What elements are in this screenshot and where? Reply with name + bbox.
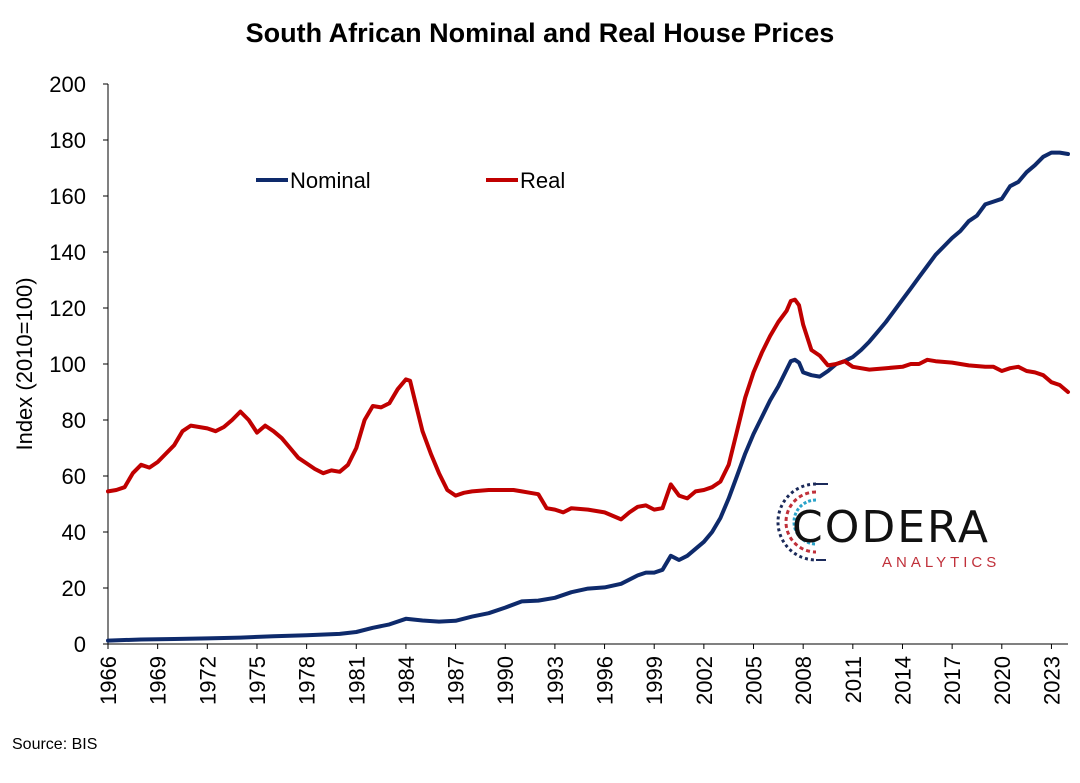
x-tick-label: 1972 xyxy=(195,656,220,705)
x-tick-label: 1978 xyxy=(295,656,320,705)
x-tick-label: 1966 xyxy=(96,656,121,705)
x-tick-label: 2008 xyxy=(791,656,816,705)
source-note: Source: BIS xyxy=(12,736,98,753)
legend: Nominal Real xyxy=(256,168,565,193)
x-tick-label: 1969 xyxy=(146,656,171,705)
y-tick-label: 20 xyxy=(62,576,86,601)
series-line-real xyxy=(106,297,1070,522)
x-tick-label: 2002 xyxy=(692,656,717,705)
logo-subtitle: ANALYTICS xyxy=(882,554,1000,571)
x-tick-label: 2014 xyxy=(890,656,915,705)
series-lines xyxy=(106,150,1070,643)
series-line-nominal xyxy=(106,150,1070,643)
y-tick-label: 40 xyxy=(62,520,86,545)
x-tick-label: 1999 xyxy=(642,656,667,705)
y-tick-label: 120 xyxy=(49,296,86,321)
x-tick-label: 1984 xyxy=(394,656,419,705)
legend-label-real: Real xyxy=(520,168,565,193)
x-tick-label: 2005 xyxy=(742,656,767,705)
y-tick-label: 80 xyxy=(62,408,86,433)
y-axis-ticks: 0 20 40 60 80 100 120 140 160 180 200 xyxy=(49,72,108,657)
x-tick-label: 1987 xyxy=(444,656,469,705)
y-tick-label: 140 xyxy=(49,240,86,265)
x-tick-label: 1975 xyxy=(245,656,270,705)
x-tick-label: 2023 xyxy=(1039,656,1064,705)
y-tick-label: 160 xyxy=(49,184,86,209)
legend-label-nominal: Nominal xyxy=(290,168,371,193)
y-axis-label: Index (2010=100) xyxy=(12,277,37,450)
y-tick-label: 0 xyxy=(74,632,86,657)
x-tick-label: 1981 xyxy=(344,656,369,705)
y-tick-label: 60 xyxy=(62,464,86,489)
x-tick-label: 1990 xyxy=(493,656,518,705)
x-tick-label: 1996 xyxy=(593,656,618,705)
chart-title: South African Nominal and Real House Pri… xyxy=(246,18,835,48)
codera-logo: CODERA ANALYTICS xyxy=(776,482,1000,571)
x-tick-label: 2017 xyxy=(940,656,965,705)
x-tick-label: 1993 xyxy=(543,656,568,705)
x-tick-label: 2011 xyxy=(841,656,866,703)
y-tick-label: 200 xyxy=(49,72,86,97)
x-tick-label: 2020 xyxy=(990,656,1015,705)
logo-arc-icon xyxy=(776,482,828,562)
logo-name: CODERA xyxy=(792,502,990,553)
y-tick-label: 180 xyxy=(49,128,86,153)
y-tick-label: 100 xyxy=(49,352,86,377)
x-axis-ticks: 1966 1969 1972 1975 1978 1981 1984 1987 1990 1993… xyxy=(96,644,1064,705)
